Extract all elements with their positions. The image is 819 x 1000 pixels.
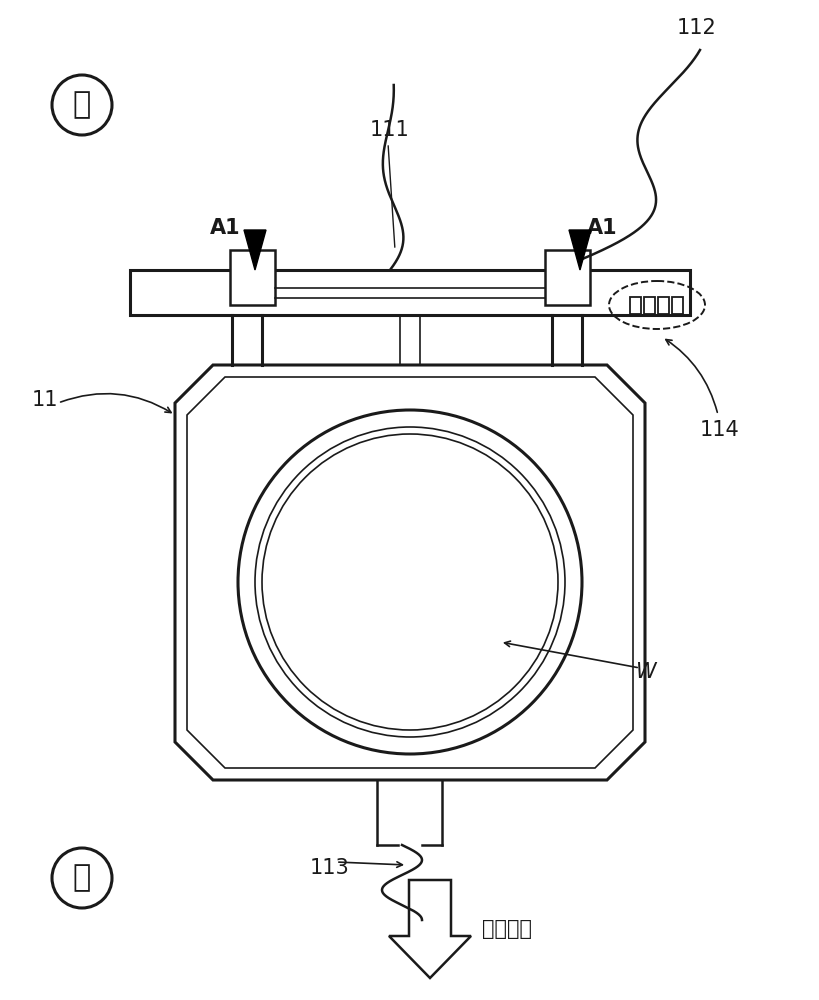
Polygon shape [568, 230, 590, 270]
Polygon shape [388, 880, 470, 978]
Bar [545, 250, 590, 305]
Text: 上: 上 [73, 91, 91, 120]
Bar [672, 296, 683, 314]
Text: 112: 112 [676, 18, 716, 38]
Text: 114: 114 [699, 420, 739, 440]
Bar [644, 296, 654, 314]
Bar [630, 296, 640, 314]
Bar [229, 250, 274, 305]
Text: 111: 111 [369, 120, 410, 140]
Text: A1: A1 [586, 218, 617, 238]
Text: 下: 下 [73, 863, 91, 892]
Polygon shape [187, 377, 632, 768]
Bar [130, 270, 689, 315]
Text: 113: 113 [310, 858, 350, 878]
Bar [658, 296, 668, 314]
Text: W: W [635, 662, 655, 682]
Text: A1: A1 [210, 218, 240, 238]
Text: 11: 11 [32, 390, 58, 410]
Polygon shape [174, 365, 645, 780]
Circle shape [262, 434, 557, 730]
Text: 向槽下降: 向槽下降 [482, 919, 532, 939]
Circle shape [236, 408, 583, 756]
Polygon shape [244, 230, 265, 270]
